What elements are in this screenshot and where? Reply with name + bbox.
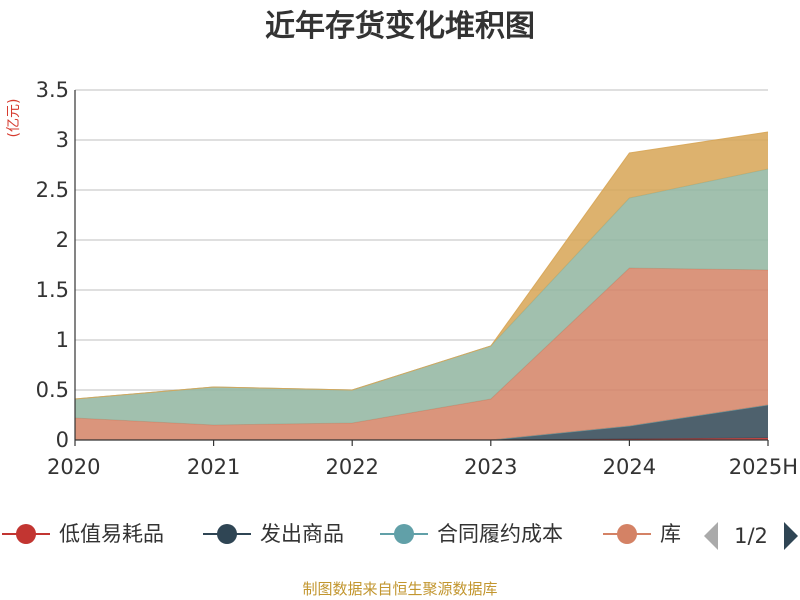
x-tick-label: 2023 bbox=[464, 455, 517, 479]
y-tick-label: 3 bbox=[56, 128, 69, 152]
legend-item-1[interactable]: 发出商品 bbox=[203, 522, 344, 546]
x-tick-label: 2021 bbox=[187, 455, 240, 479]
legend-label: 合同履约成本 bbox=[437, 522, 563, 546]
area-series-4 bbox=[75, 169, 768, 425]
legend-marker bbox=[394, 524, 414, 544]
legend-page-indicator: 1/2 bbox=[734, 524, 768, 548]
x-tick-label: 2025H bbox=[729, 455, 798, 479]
area-series bbox=[74, 131, 769, 441]
x-tick-label: 2024 bbox=[603, 455, 656, 479]
next-page-icon[interactable] bbox=[784, 522, 798, 550]
area-series-3 bbox=[75, 268, 768, 440]
legend-label: 发出商品 bbox=[260, 522, 344, 546]
legend: 低值易耗品 发出商品 合同履约成本 库 bbox=[2, 522, 681, 546]
legend-label: 库 bbox=[660, 522, 681, 546]
legend-pager: 1/2 bbox=[704, 522, 798, 550]
legend-marker bbox=[16, 524, 36, 544]
x-tick-label: 2022 bbox=[325, 455, 378, 479]
grid-lines bbox=[75, 89, 768, 391]
area-series-5 bbox=[75, 132, 768, 399]
legend-marker bbox=[617, 524, 637, 544]
y-tick-label: 0 bbox=[56, 428, 69, 452]
x-tick-label: 2020 bbox=[47, 455, 100, 479]
legend-items: 低值易耗品 发出商品 合同履约成本 库 bbox=[2, 522, 681, 546]
legend-item-0[interactable]: 低值易耗品 bbox=[2, 522, 164, 546]
legend-item-2[interactable]: 合同履约成本 bbox=[380, 522, 563, 546]
area-series-line-5 bbox=[74, 131, 769, 400]
axes: 0 0.5 1 1.5 2 2.5 3 3.5 2020 2021 2022 2023 2024 2025… bbox=[36, 78, 798, 479]
y-tick-label: 1 bbox=[56, 328, 69, 352]
area-series-1 bbox=[75, 405, 768, 440]
legend-item-3[interactable]: 库 bbox=[603, 522, 681, 546]
y-tick-label: 2 bbox=[56, 228, 69, 252]
y-tick-label: 0.5 bbox=[36, 378, 69, 402]
data-source-note: 制图数据来自恒生聚源数据库 bbox=[302, 580, 497, 598]
y-axis-unit-label: (亿元) bbox=[6, 99, 22, 138]
y-tick-label: 1.5 bbox=[36, 278, 69, 302]
legend-marker bbox=[217, 524, 237, 544]
legend-label: 低值易耗品 bbox=[59, 522, 164, 546]
chart-title: 近年存货变化堆积图 bbox=[265, 9, 535, 44]
y-tick-label: 2.5 bbox=[36, 178, 69, 202]
prev-page-icon[interactable] bbox=[704, 522, 718, 550]
y-tick-label: 3.5 bbox=[36, 78, 69, 102]
